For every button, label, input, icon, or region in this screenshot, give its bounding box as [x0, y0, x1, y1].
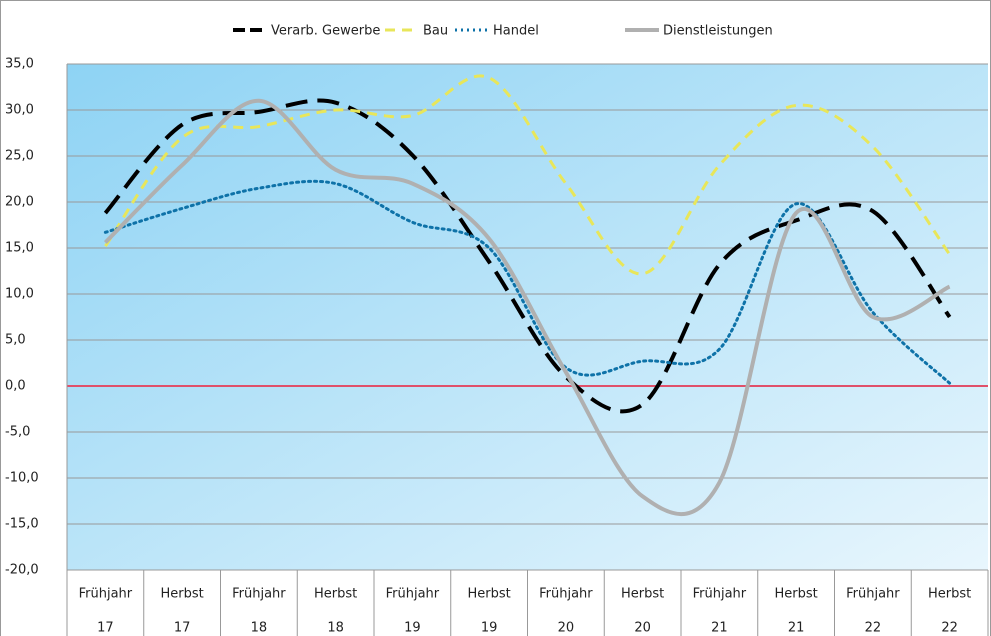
y-tick-label: 15,0	[5, 241, 34, 256]
x-tick-label: 17	[97, 621, 114, 636]
x-tick-label: Herbst	[928, 587, 971, 602]
legend-label: Verarb. Gewerbe	[271, 24, 380, 39]
y-tick-label: 5,0	[5, 333, 26, 348]
x-tick-label: 22	[865, 621, 882, 636]
x-tick-label: Frühjahr	[386, 587, 440, 602]
series-line	[104, 74, 951, 276]
legend-label: Handel	[493, 24, 539, 39]
x-tick-label: 21	[711, 621, 728, 636]
y-tick-label: -15,0	[5, 517, 39, 532]
x-tick-label: 21	[788, 621, 805, 636]
series-line	[103, 98, 952, 414]
y-tick-label: 10,0	[5, 287, 34, 302]
x-tick-label: Herbst	[621, 587, 664, 602]
x-tick-label: 22	[941, 621, 958, 636]
x-tick-label: 17	[174, 621, 191, 636]
x-tick-label: Herbst	[314, 587, 357, 602]
x-tick-label: Frühjahr	[79, 587, 133, 602]
x-tick-label: 20	[558, 621, 575, 636]
x-tick-label: Herbst	[775, 587, 818, 602]
y-tick-label: 20,0	[5, 195, 34, 210]
plot-area	[67, 64, 988, 570]
y-tick-label: 0,0	[5, 379, 26, 394]
x-tick-label: 19	[481, 621, 498, 636]
x-tick-label: 19	[404, 621, 421, 636]
legend-label: Bau	[423, 24, 448, 39]
x-tick-label: 20	[634, 621, 651, 636]
legend-label: Dienstleistungen	[663, 24, 773, 39]
y-tick-label: 30,0	[5, 103, 34, 118]
x-tick-label: Frühjahr	[232, 587, 286, 602]
x-tick-label: Herbst	[161, 587, 204, 602]
x-tick-label: 18	[251, 621, 268, 636]
y-tick-label: -10,0	[5, 471, 39, 486]
y-tick-label: -20,0	[5, 563, 39, 578]
x-tick-label: Frühjahr	[846, 587, 900, 602]
series-line	[103, 98, 951, 516]
y-tick-label: 25,0	[5, 149, 34, 164]
y-tick-label: -5,0	[5, 425, 30, 440]
x-tick-label: 18	[327, 621, 344, 636]
x-tick-label: Frühjahr	[693, 587, 747, 602]
y-tick-label: 35,0	[5, 57, 34, 72]
x-tick-label: Frühjahr	[539, 587, 593, 602]
x-tick-label: Herbst	[468, 587, 511, 602]
